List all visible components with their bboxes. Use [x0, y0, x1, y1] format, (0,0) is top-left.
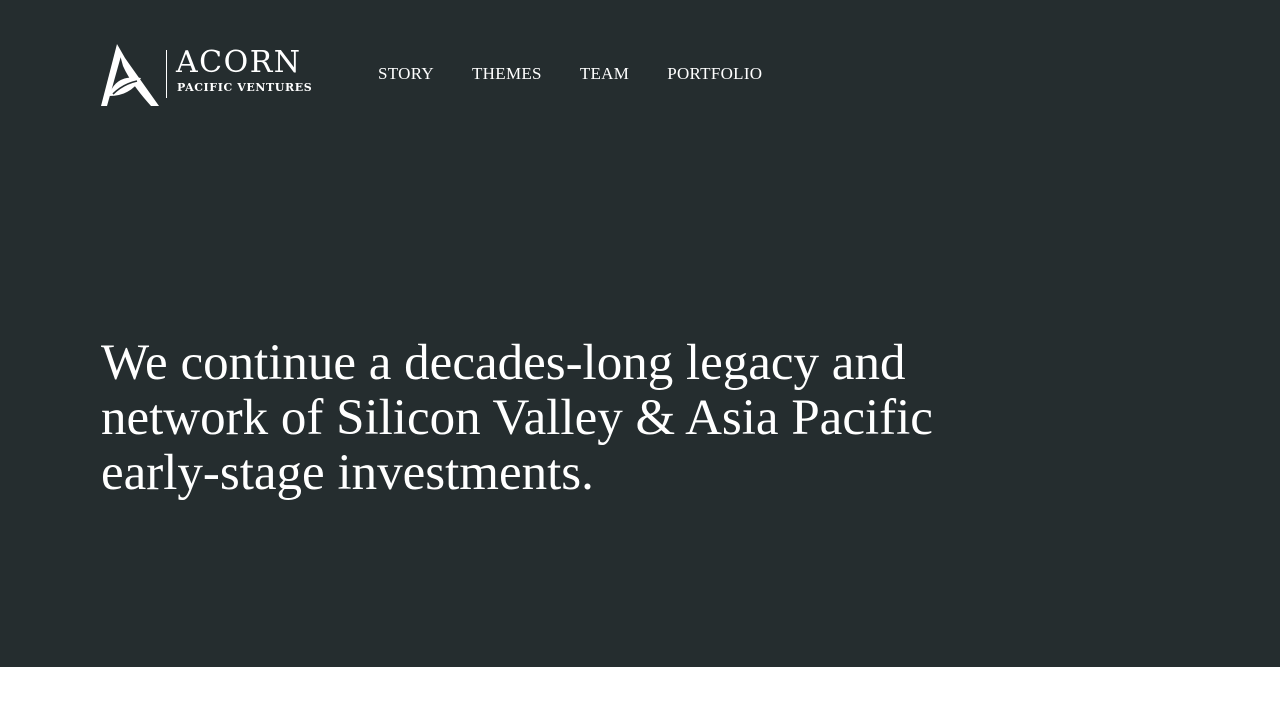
nav-link-themes[interactable]: THEMES: [472, 64, 542, 83]
hero-section: ACORN PACIFIC VENTURES STORY THEMES TEAM…: [0, 0, 1280, 667]
brand-name: ACORN: [176, 45, 302, 80]
hero-headline: We continue a decades-long legacy and ne…: [101, 335, 933, 501]
nav-link-team[interactable]: TEAM: [579, 64, 630, 83]
main-nav: STORY THEMES TEAM PORTFOLIO: [378, 63, 762, 85]
nav-link-story[interactable]: STORY: [378, 64, 434, 83]
nav-link-portfolio[interactable]: PORTFOLIO: [667, 64, 763, 83]
brand-tagline: PACIFIC VENTURES: [177, 81, 313, 94]
acorn-logo-mark-icon: [101, 44, 159, 106]
acorn-logo[interactable]: ACORN PACIFIC VENTURES: [101, 44, 313, 106]
logo-divider: [166, 50, 167, 98]
